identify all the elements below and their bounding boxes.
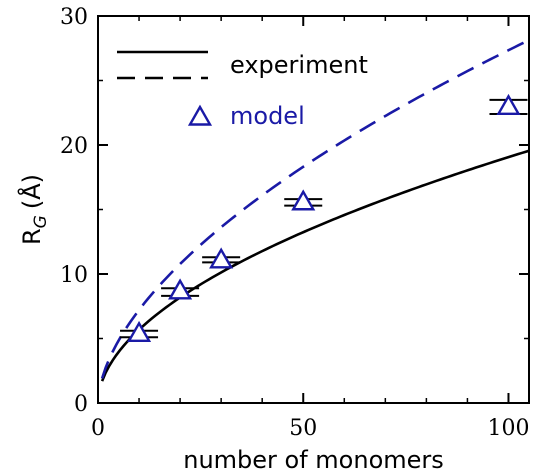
y-axis-title-main: R	[18, 228, 46, 245]
model-data-point	[126, 320, 152, 343]
x-tick-label: 0	[91, 416, 105, 441]
model-data-point	[168, 278, 193, 300]
x-tick-label: 50	[289, 416, 317, 441]
model-data-point	[209, 247, 234, 269]
model-data-point	[291, 189, 316, 211]
series-line-solid	[100, 149, 529, 382]
series-line-dashed	[100, 38, 529, 379]
model-data-point	[496, 93, 521, 116]
y-tick-label: 0	[74, 392, 88, 417]
y-axis-title-unit: (Å)	[17, 174, 46, 209]
y-tick-label: 30	[60, 5, 88, 30]
x-axis-title: number of monomers	[183, 446, 444, 474]
legend-label-experiment: experiment	[230, 51, 368, 79]
legend-triangle-marker	[187, 104, 213, 126]
y-axis-title: RG (Å)	[17, 174, 51, 245]
x-tick-label: 100	[487, 416, 529, 441]
y-axis-title-subscript: G	[31, 215, 51, 228]
y-tick-label: 10	[60, 263, 88, 288]
y-tick-label: 20	[60, 134, 88, 159]
legend-label-model: model	[230, 102, 305, 130]
